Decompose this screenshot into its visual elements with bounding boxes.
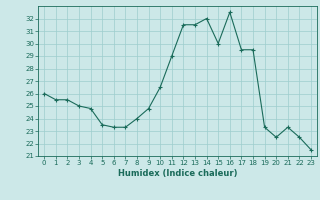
X-axis label: Humidex (Indice chaleur): Humidex (Indice chaleur): [118, 169, 237, 178]
